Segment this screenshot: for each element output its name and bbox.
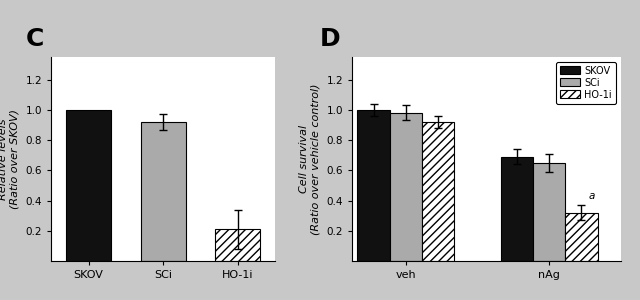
Legend: SKOV, SCi, HO-1i: SKOV, SCi, HO-1i [556,62,616,104]
Text: C: C [26,27,44,51]
Bar [422,122,454,261]
Y-axis label: Cell survival
(Ratio over vehicle control): Cell survival (Ratio over vehicle contro… [299,83,321,235]
Bar [141,122,186,261]
Text: a: a [589,190,595,201]
Y-axis label: Relative levels
(Ratio over SKOV): Relative levels (Ratio over SKOV) [0,109,20,209]
Bar [533,163,565,261]
Text: D: D [320,27,340,51]
Bar [500,157,533,261]
Bar [216,229,260,261]
Bar [565,213,598,261]
Bar [66,110,111,261]
Bar [357,110,390,261]
Bar [390,113,422,261]
